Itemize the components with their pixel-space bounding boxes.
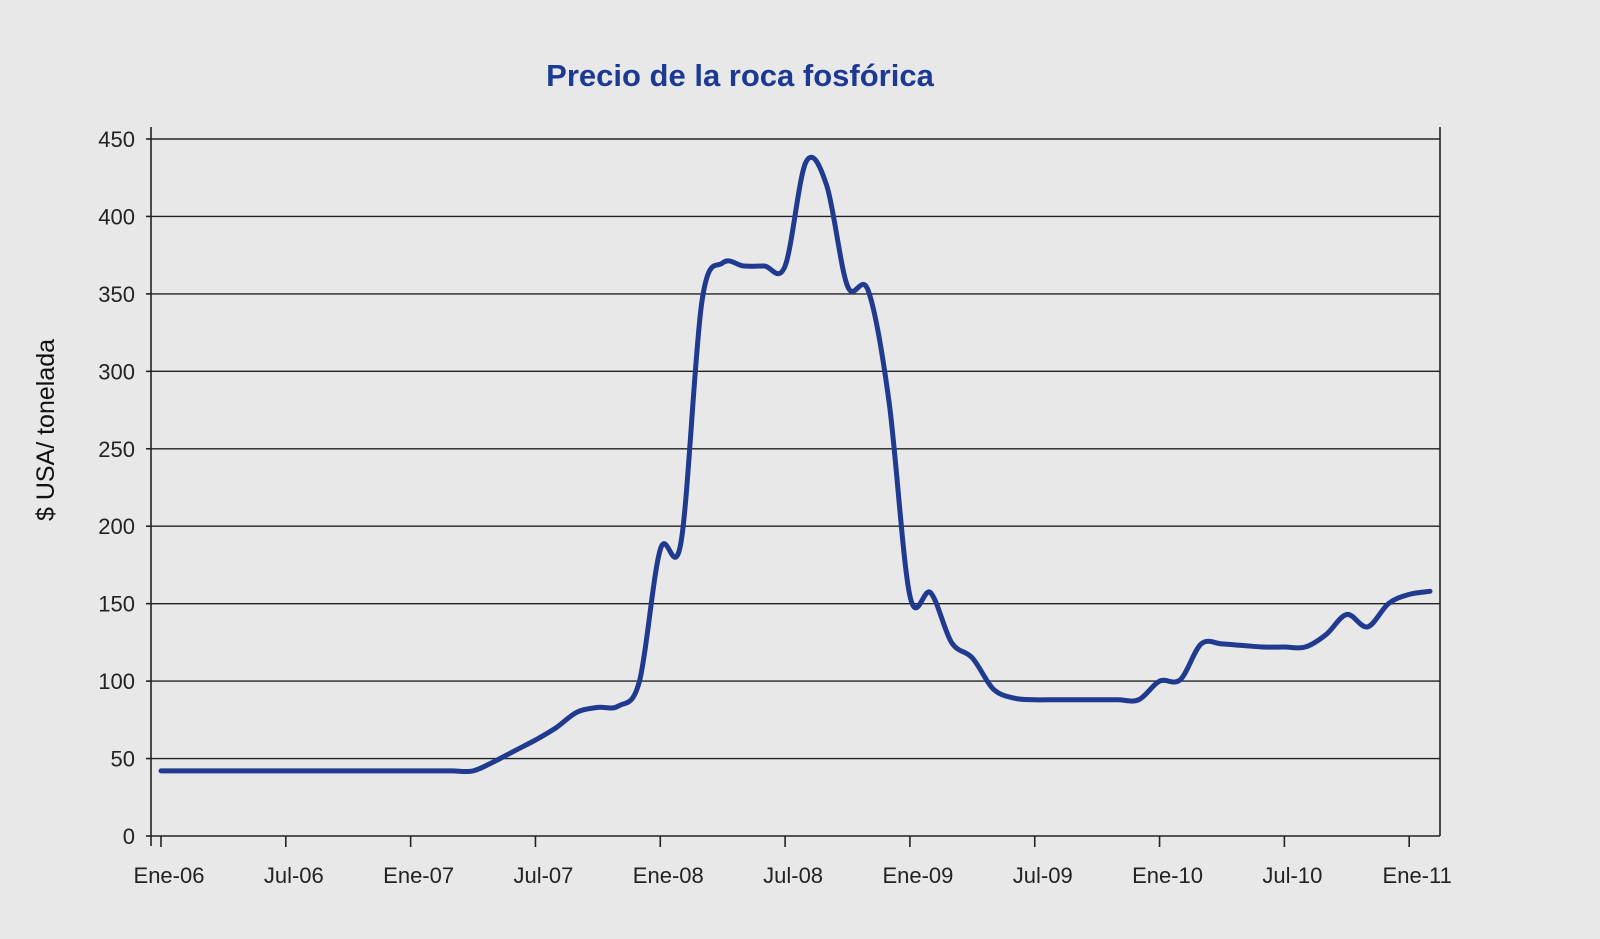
data-point — [700, 300, 704, 304]
chart-title: Precio de la roca fosfórica — [546, 58, 934, 93]
x-tick-label: Jul-09 — [1013, 863, 1073, 888]
data-point — [159, 769, 163, 773]
data-point — [658, 547, 662, 551]
data-point — [513, 749, 517, 753]
x-tick-label: Jul-10 — [1262, 863, 1322, 888]
y-axis-label: $ USA/ tonelada — [32, 339, 60, 521]
data-point — [1428, 589, 1432, 593]
data-point — [1324, 633, 1328, 637]
data-point — [1033, 698, 1037, 702]
data-point — [804, 160, 808, 164]
data-point — [825, 183, 829, 187]
data-point — [221, 769, 225, 773]
data-point — [450, 769, 454, 773]
data-point — [637, 679, 641, 683]
y-tick-label: 0 — [123, 824, 135, 849]
data-point — [284, 769, 288, 773]
data-point — [1262, 645, 1266, 649]
data-point — [1282, 645, 1286, 649]
y-tick-label: 100 — [98, 669, 135, 694]
data-point — [846, 284, 850, 288]
data-point — [346, 769, 350, 773]
data-point — [741, 264, 745, 268]
data-point — [1303, 645, 1307, 649]
x-tick-label: Ene-10 — [1132, 863, 1203, 888]
data-point — [1012, 696, 1016, 700]
data-point — [1407, 592, 1411, 596]
data-point — [1116, 698, 1120, 702]
data-point — [762, 264, 766, 268]
gridlines — [151, 138, 1440, 760]
axes — [146, 127, 1441, 847]
data-point — [409, 769, 413, 773]
x-tick-label: Jul-08 — [763, 863, 823, 888]
data-point — [1386, 602, 1390, 606]
data-point — [1220, 642, 1224, 646]
data-point — [1158, 679, 1162, 683]
data-point — [1366, 625, 1370, 629]
y-tick-label: 250 — [98, 437, 135, 462]
data-point — [429, 769, 433, 773]
x-tick-label: Ene-08 — [633, 863, 704, 888]
data-point — [991, 687, 995, 691]
data-point — [1199, 642, 1203, 646]
tick-labels: 0 50 100 150 200 250 300 350 400 450 Ene-06 Jul-06 E… — [98, 127, 1452, 888]
data-point — [866, 289, 870, 293]
y-tick-label: 200 — [98, 514, 135, 539]
data-point — [1178, 678, 1182, 682]
y-tick-label: 150 — [98, 592, 135, 617]
data-point — [533, 738, 537, 742]
data-point — [1137, 698, 1141, 702]
data-point — [1345, 613, 1349, 617]
x-tick-label: Jul-06 — [264, 863, 324, 888]
data-point — [1054, 698, 1058, 702]
data-point — [970, 656, 974, 660]
data-point — [783, 264, 787, 268]
data-point — [554, 726, 558, 730]
y-tick-label: 400 — [98, 204, 135, 229]
data-point — [471, 769, 475, 773]
data-point — [1241, 643, 1245, 647]
data-point — [492, 760, 496, 764]
x-tick-label: Jul-07 — [513, 863, 573, 888]
series-line — [158, 154, 1433, 775]
data-point — [1074, 698, 1078, 702]
data-point — [908, 594, 912, 598]
data-point — [950, 640, 954, 644]
x-tick-label: Ene-06 — [134, 863, 205, 888]
data-point — [1095, 698, 1099, 702]
y-tick-label: 450 — [98, 127, 135, 152]
y-tick-label: 50 — [111, 747, 135, 772]
series-layer — [158, 154, 1433, 775]
data-point — [617, 704, 621, 708]
y-tick-label: 350 — [98, 282, 135, 307]
data-point — [679, 540, 683, 544]
data-point — [596, 705, 600, 709]
y-tick-label: 300 — [98, 359, 135, 384]
data-point — [929, 591, 933, 595]
data-point — [721, 261, 725, 265]
data-point — [887, 400, 891, 404]
x-tick-label: Ene-09 — [882, 863, 953, 888]
x-tick-label: Ene-11 — [1383, 863, 1452, 888]
data-point — [575, 710, 579, 714]
x-tick-label: Ene-07 — [383, 863, 454, 888]
